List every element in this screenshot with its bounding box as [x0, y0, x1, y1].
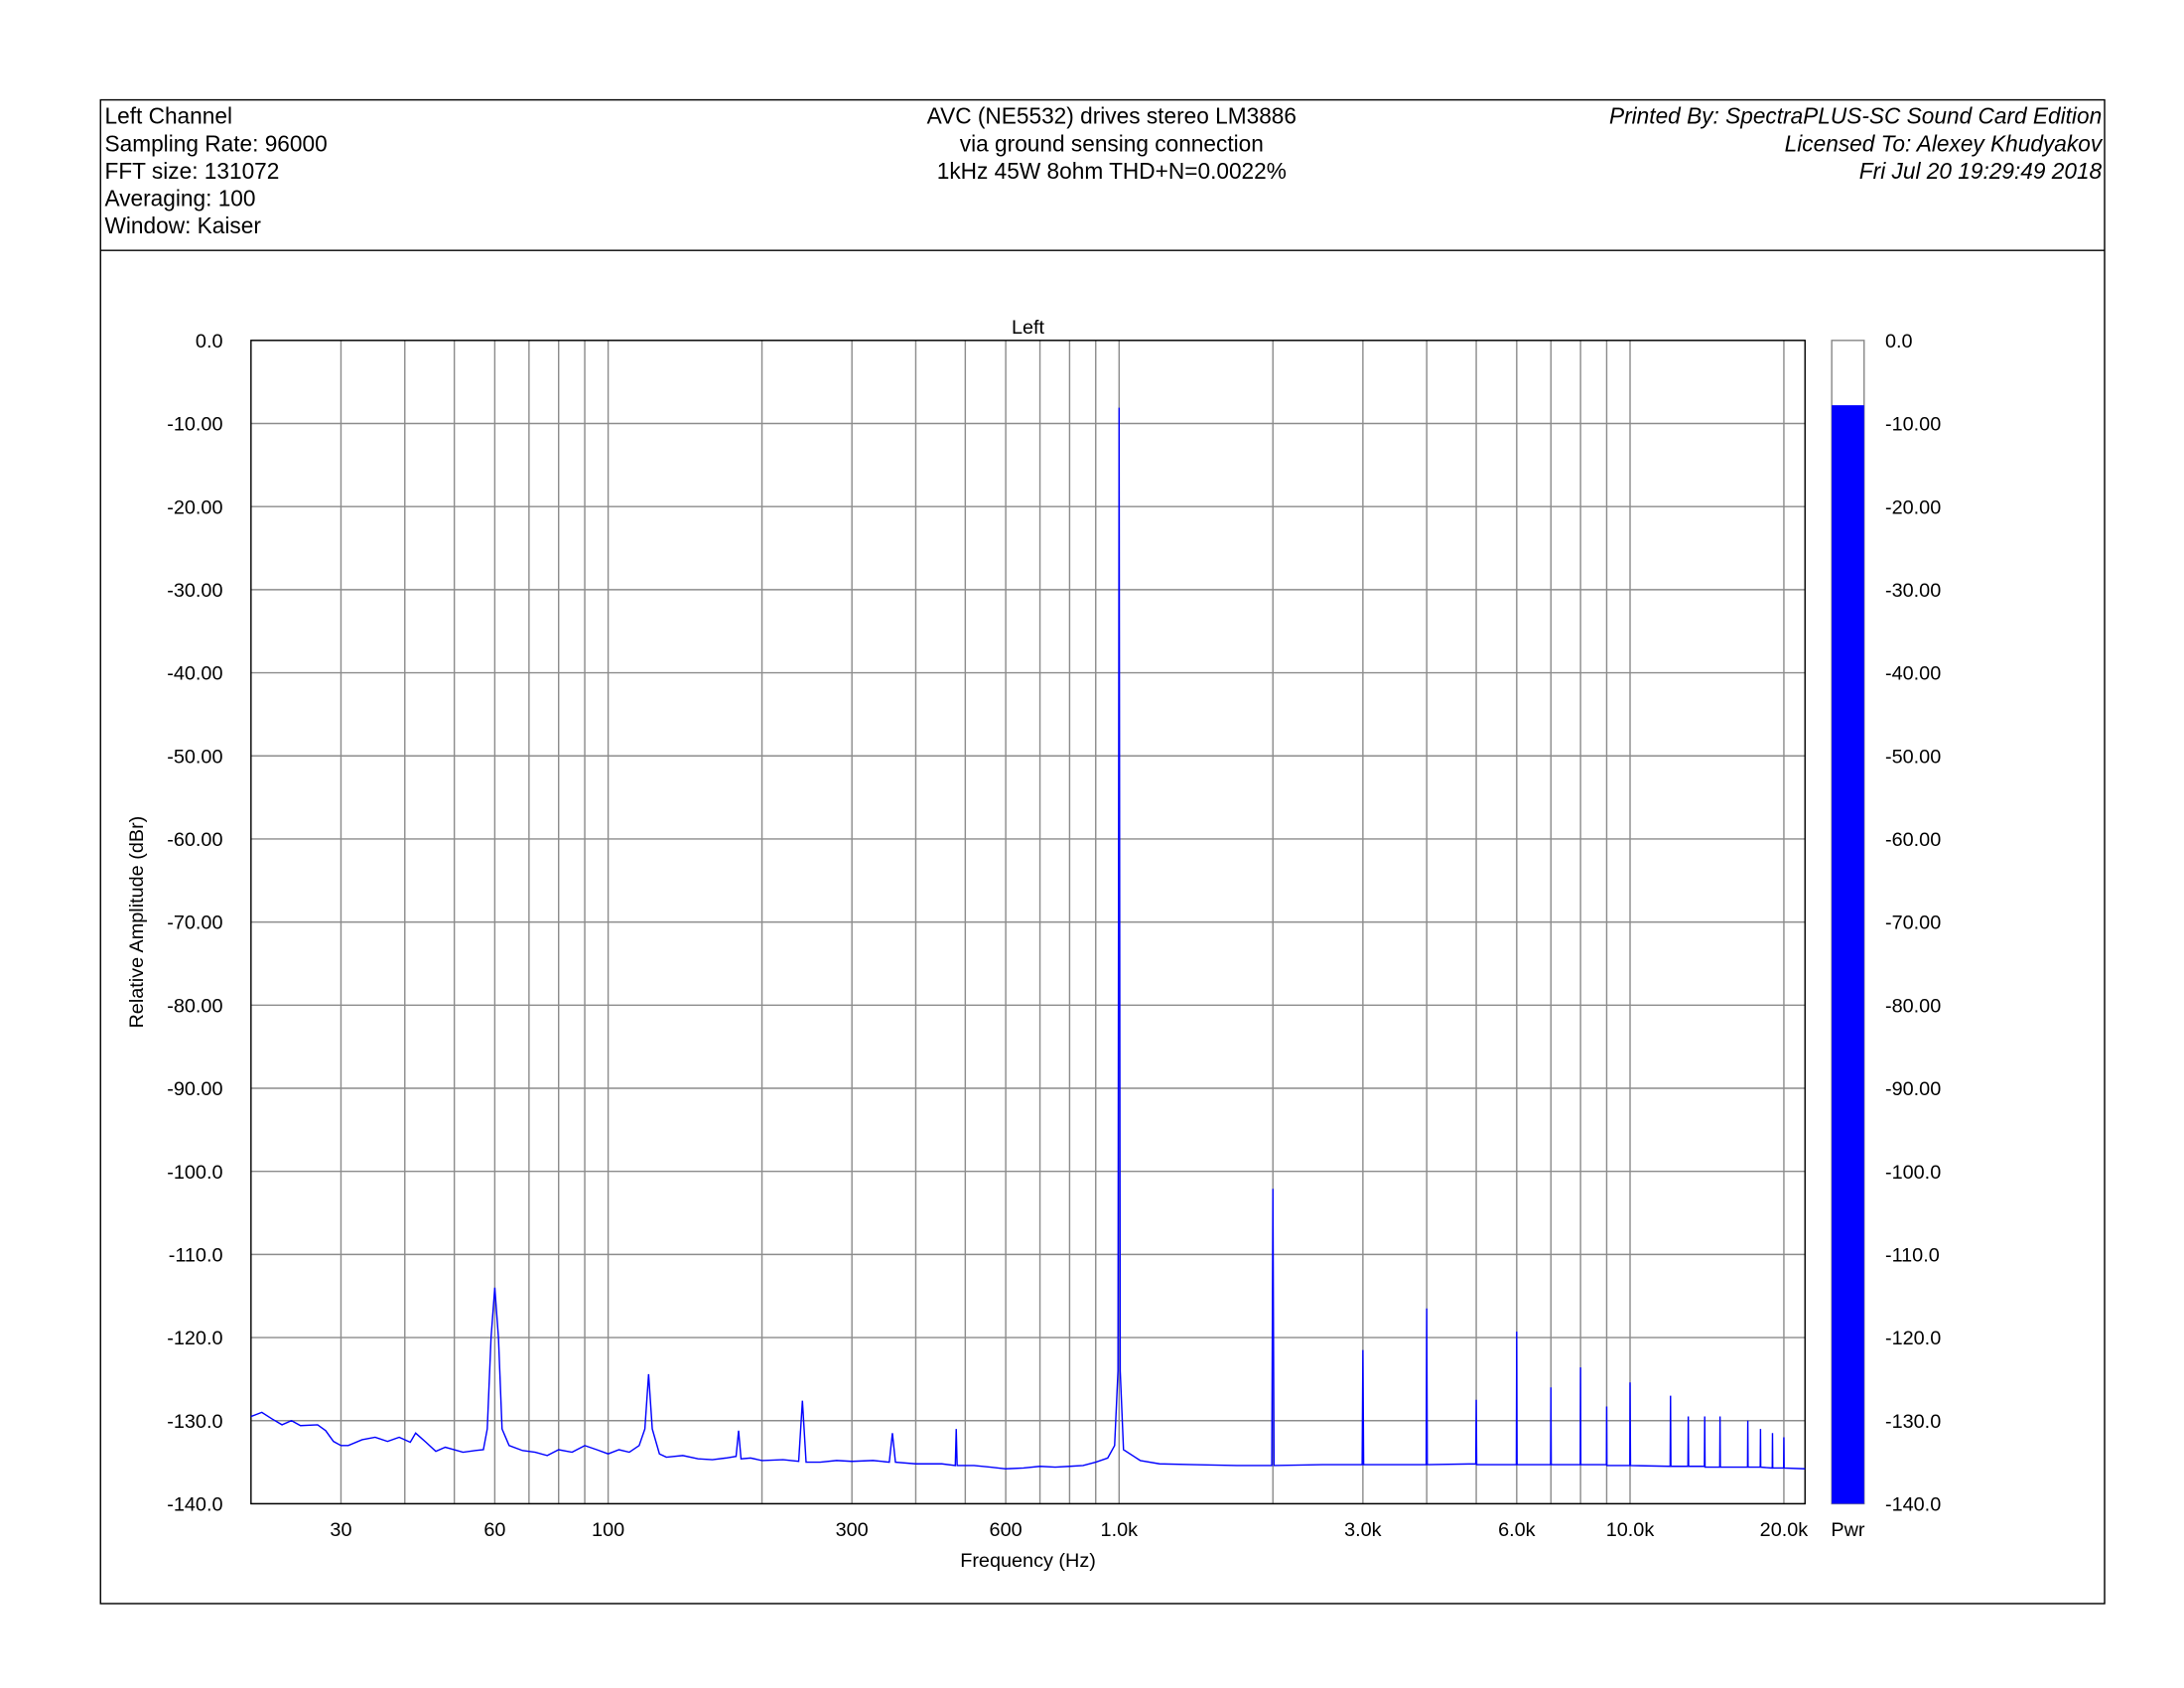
- y-tick-label: -100.0: [167, 1162, 222, 1184]
- header-right-line: Fri Jul 20 19:29:49 2018: [1859, 158, 2103, 184]
- meter-bar: [1832, 405, 1864, 1504]
- meter-tick-label: -130.0: [1885, 1411, 1941, 1433]
- header-center-line: AVC (NE5532) drives stereo LM3886: [927, 103, 1297, 129]
- meter-tick-label: -140.0: [1885, 1494, 1941, 1516]
- meter-tick-label: -50.00: [1885, 746, 1941, 768]
- chart-title: Left: [1012, 317, 1045, 339]
- meter-tick-label: -40.00: [1885, 663, 1941, 685]
- x-tick-label: 20.0k: [1760, 1519, 1809, 1541]
- outer-frame: [99, 98, 2106, 1605]
- x-tick-label: 300: [836, 1519, 869, 1541]
- header-center-line: via ground sensing connection: [960, 130, 1264, 156]
- x-tick-label: 10.0k: [1606, 1519, 1655, 1541]
- y-tick-label: -70.00: [167, 913, 222, 934]
- header-left-line: Window: Kaiser: [105, 212, 262, 238]
- meter-tick-label: 0.0: [1885, 331, 1913, 352]
- meter-tick-label: -60.00: [1885, 829, 1941, 851]
- x-tick-label: 6.0k: [1498, 1519, 1536, 1541]
- y-tick-label: -140.0: [167, 1494, 222, 1516]
- y-tick-label: -10.00: [167, 414, 222, 436]
- meter-tick-label: -90.00: [1885, 1078, 1941, 1100]
- meter-tick-label: -110.0: [1885, 1244, 1940, 1266]
- x-tick-label: 600: [990, 1519, 1023, 1541]
- y-tick-label: -120.0: [167, 1328, 222, 1349]
- y-tick-label: -20.00: [167, 496, 222, 518]
- plot-frame: [250, 340, 1806, 1505]
- meter-tick-label: -100.0: [1885, 1162, 1941, 1184]
- x-tick-label: 1.0k: [1101, 1519, 1139, 1541]
- y-tick-label: -50.00: [167, 746, 222, 768]
- header-left-line: Averaging: 100: [105, 186, 256, 211]
- spectrum-line: [250, 407, 1806, 1470]
- header-left-line: Sampling Rate: 96000: [105, 130, 328, 156]
- y-tick-label: -90.00: [167, 1078, 222, 1100]
- x-tick-label: 100: [592, 1519, 624, 1541]
- plot: 0.0 -10.00 -20.00 -30.00 -40.00 -50.00 -60.00 -…: [126, 317, 1941, 1572]
- meter-label: Pwr: [1831, 1519, 1865, 1541]
- header-center-line: 1kHz 45W 8ohm THD+N=0.0022%: [937, 158, 1287, 184]
- meter-tick-label: -70.00: [1885, 913, 1941, 934]
- header-left-line: FFT size: 131072: [105, 158, 280, 184]
- meter-tick-label: -120.0: [1885, 1328, 1941, 1349]
- y-tick-label: -40.00: [167, 663, 222, 685]
- y-tick-label: -110.0: [169, 1244, 223, 1266]
- meter-tick-label: -80.00: [1885, 995, 1941, 1017]
- y-axis-label: Relative Amplitude (dBr): [126, 816, 148, 1029]
- meter-tick-label: -30.00: [1885, 580, 1941, 602]
- y-tick-label: -60.00: [167, 829, 222, 851]
- x-axis-label: Frequency (Hz): [960, 1550, 1096, 1572]
- header-right-line: Printed By: SpectraPLUS-SC Sound Card Ed…: [1609, 103, 2102, 129]
- x-tick-label: 60: [483, 1519, 505, 1541]
- x-tick-label: 3.0k: [1344, 1519, 1382, 1541]
- header-left-line: Left Channel: [105, 103, 232, 129]
- header-right-line: Licensed To: Alexey Khudyakov: [1785, 130, 2104, 156]
- meter-tick-label: -10.00: [1885, 414, 1941, 436]
- y-tick-label: -30.00: [167, 580, 222, 602]
- y-tick-label: -80.00: [167, 995, 222, 1017]
- meter-tick-label: -20.00: [1885, 496, 1941, 518]
- y-tick-label: 0.0: [196, 331, 223, 352]
- y-tick-label: -130.0: [167, 1411, 222, 1433]
- x-tick-label: 30: [330, 1519, 351, 1541]
